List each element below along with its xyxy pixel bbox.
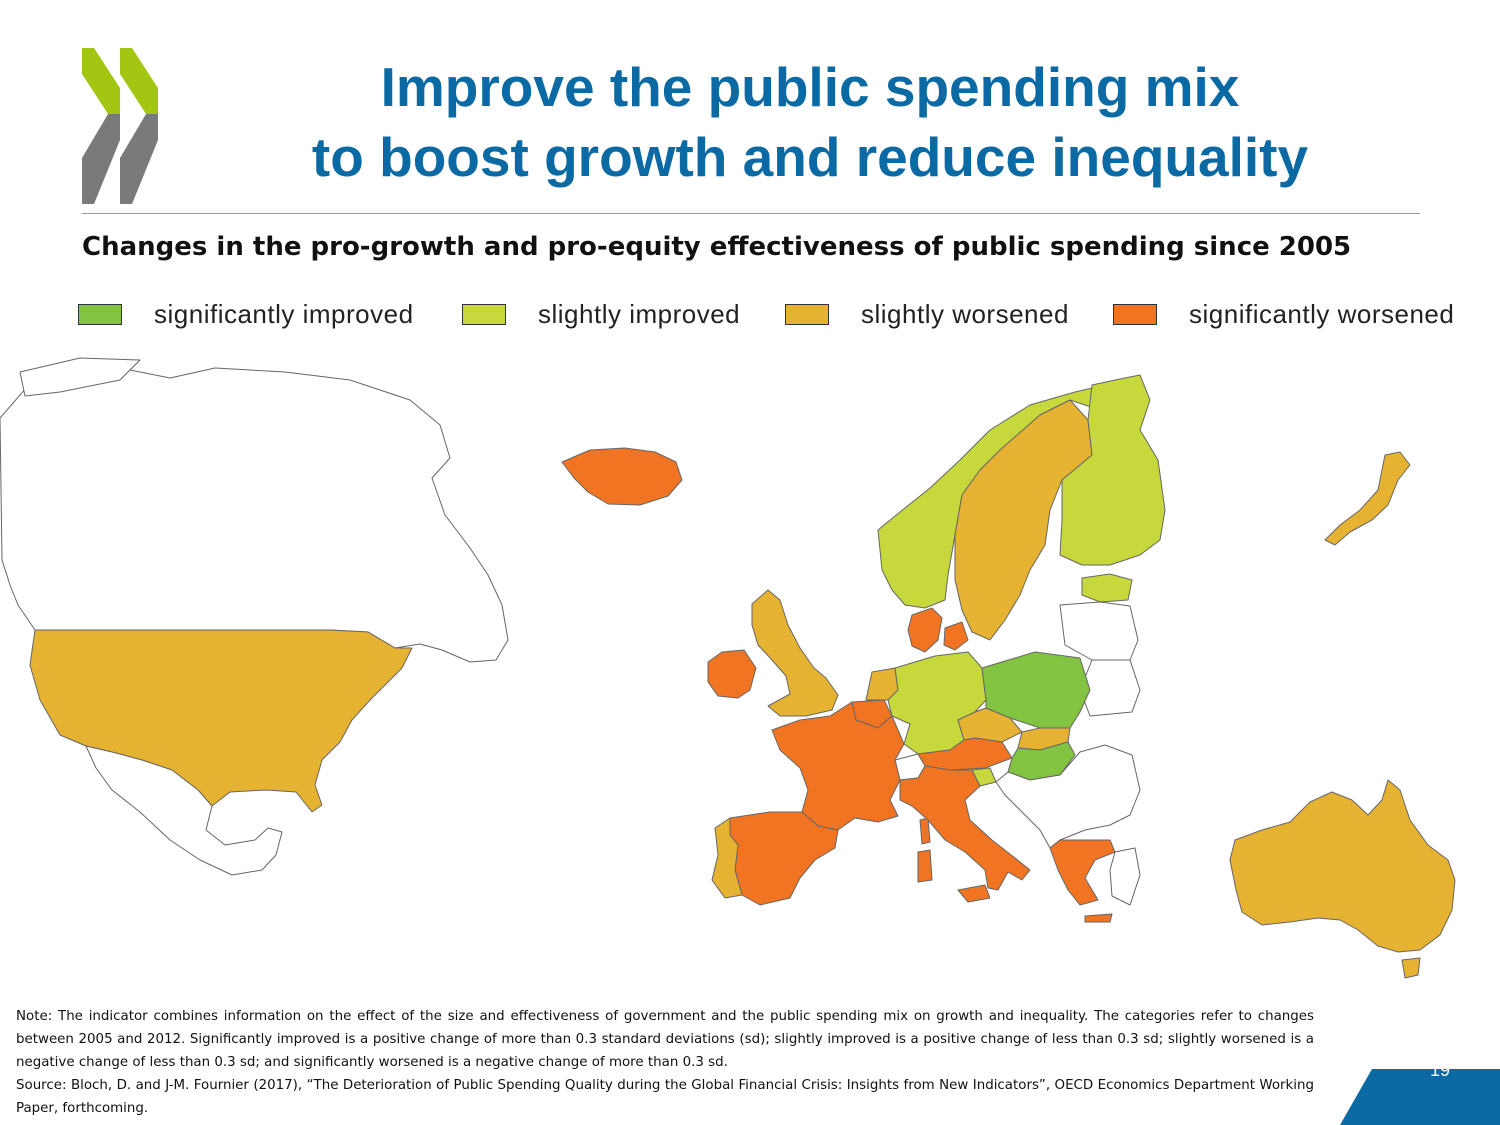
legend-label: slightly worsened <box>861 298 1069 329</box>
logo-chevron-right-grey <box>120 114 158 204</box>
logo-chevron-left-grey <box>82 114 120 204</box>
region-Australia <box>1229 779 1456 953</box>
region-Iceland <box>561 447 683 506</box>
legend-swatch-slightly-worsened <box>785 303 829 325</box>
notes: Note: The indicator combines information… <box>16 1005 1314 1120</box>
region-Tasmania <box>1401 957 1421 979</box>
legend-item-slightly-improved: slightly improved <box>462 296 740 332</box>
region-Corsica <box>919 817 931 845</box>
region-Greece <box>1049 839 1116 906</box>
legend-swatch-slightly-improved <box>462 303 506 325</box>
title-line-1: Improve the public spending mix <box>380 56 1240 118</box>
logo-chevron-right-green <box>120 48 158 114</box>
region-Canada <box>0 365 509 663</box>
title-divider <box>82 213 1420 214</box>
legend-label: significantly worsened <box>1189 298 1455 329</box>
page-number-tab <box>1340 1069 1500 1125</box>
region-Turkey-fragment <box>1109 847 1141 906</box>
legend-item-slightly-worsened: slightly worsened <box>785 296 1069 332</box>
region-France <box>771 701 905 831</box>
page-tab-shape <box>1340 1069 1500 1125</box>
page-title: Improve the public spending mix to boost… <box>200 52 1420 192</box>
note-text: Note: The indicator combines information… <box>16 1009 1314 1070</box>
region-Mexico <box>85 745 283 876</box>
region-Sweden <box>954 399 1093 641</box>
region-Sardinia <box>917 849 933 883</box>
region-Greenland-islands <box>19 357 141 397</box>
region-Italy <box>899 765 1031 891</box>
legend: significantly improved slightly improved… <box>0 296 1500 332</box>
region-Latvia-Lithuania <box>1059 601 1139 661</box>
title-line-2: to boost growth and reduce inequality <box>311 126 1309 188</box>
region-Crete <box>1084 913 1113 923</box>
region-Estonia <box>1081 573 1133 603</box>
page-number: 19 <box>1429 1060 1451 1080</box>
region-Portugal <box>711 817 743 899</box>
choropleth-map <box>0 357 1456 979</box>
legend-swatch-significantly-improved <box>78 303 122 325</box>
region-Finland <box>1059 374 1166 566</box>
region-Ireland <box>707 649 757 699</box>
legend-item-significantly-worsened: significantly worsened <box>1113 296 1454 332</box>
region-Denmark <box>907 607 943 653</box>
oecd-logo <box>82 48 158 204</box>
region-Sicily <box>957 884 991 903</box>
legend-label: significantly improved <box>154 298 414 329</box>
legend-swatch-significantly-worsened <box>1113 303 1157 325</box>
region-Japan <box>1324 451 1411 546</box>
source-text: Source: Bloch, D. and J-M. Fournier (201… <box>16 1078 1314 1116</box>
logo-chevron-left-green <box>82 48 120 114</box>
region-Balkans <box>995 744 1141 849</box>
region-Denmark-islands <box>943 621 969 651</box>
legend-label: slightly improved <box>538 298 741 329</box>
legend-item-significantly-improved: significantly improved <box>78 296 414 332</box>
region-United Kingdom <box>751 589 839 717</box>
chart-subtitle: Changes in the pro-growth and pro-equity… <box>82 232 1352 262</box>
region-United States <box>29 629 413 813</box>
